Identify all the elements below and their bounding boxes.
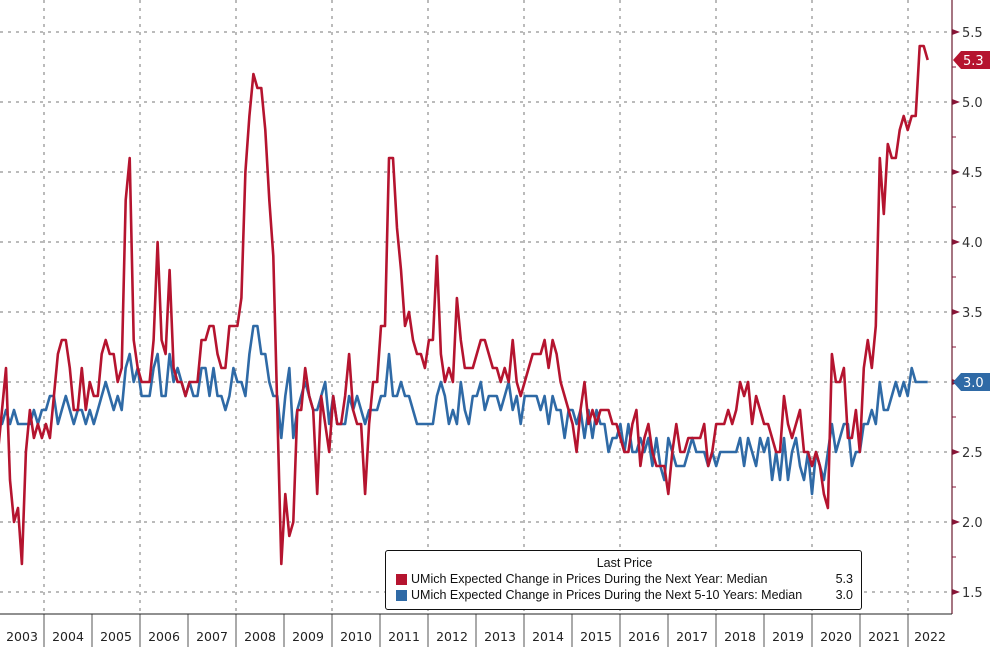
x-tick-label: 2018 bbox=[724, 629, 756, 644]
x-tick-label: 2021 bbox=[868, 629, 900, 644]
series-line-next-year bbox=[0, 44, 929, 566]
legend: Last Price UMich Expected Change in Pric… bbox=[385, 550, 862, 610]
x-tick-label: 2004 bbox=[52, 629, 84, 644]
gridlines bbox=[0, 0, 952, 614]
series-lines bbox=[0, 44, 929, 566]
x-tick-label: 2003 bbox=[6, 629, 38, 644]
x-tick-label: 2012 bbox=[436, 629, 468, 644]
y-tick-major bbox=[952, 29, 960, 35]
x-tick-label: 2014 bbox=[532, 629, 564, 644]
x-tick-label: 2020 bbox=[820, 629, 852, 644]
x-tick-label: 2005 bbox=[100, 629, 132, 644]
y-tick-label: 5.5 bbox=[962, 26, 983, 41]
y-tick-major bbox=[952, 309, 960, 315]
x-tick-label: 2008 bbox=[244, 629, 276, 644]
legend-label: UMich Expected Change in Prices During t… bbox=[411, 572, 768, 586]
y-tick-major bbox=[952, 169, 960, 175]
y-tick-label: 1.5 bbox=[962, 586, 983, 601]
last-value-badge-red bbox=[953, 51, 990, 69]
y-axis: 1.5 2.0 2.5 3.5 4.0 4.5 5.0 5.5 bbox=[951, 0, 983, 614]
y-tick-label: 2.0 bbox=[962, 516, 983, 531]
y-tick-major bbox=[952, 99, 960, 105]
x-tick-label: 2015 bbox=[580, 629, 612, 644]
legend-swatch-red bbox=[396, 573, 407, 585]
x-tick-label: 2010 bbox=[340, 629, 372, 644]
legend-value: 5.3 bbox=[835, 572, 853, 586]
x-tick-label: 2006 bbox=[148, 629, 180, 644]
legend-item-5-10-years: UMich Expected Change in Prices During t… bbox=[396, 587, 853, 603]
legend-value: 3.0 bbox=[835, 588, 853, 602]
y-tick-label: 4.0 bbox=[962, 236, 983, 251]
x-tick-label: 2011 bbox=[388, 629, 420, 644]
last-value-label: 5.3 bbox=[963, 54, 984, 69]
y-tick-major bbox=[952, 449, 960, 455]
x-tick-label: 2016 bbox=[628, 629, 660, 644]
x-axis: 2003 2004 2005 2006 2007 2008 2009 2010 2011 2012… bbox=[0, 613, 952, 647]
y-tick-major bbox=[952, 519, 960, 525]
x-tick-label: 2009 bbox=[292, 629, 324, 644]
y-tick-label: 5.0 bbox=[962, 96, 983, 111]
y-tick-major bbox=[952, 239, 960, 245]
last-value-badge-blue bbox=[953, 373, 990, 391]
y-tick-label: 3.5 bbox=[962, 306, 983, 321]
x-tick-label: 2013 bbox=[484, 629, 516, 644]
x-tick-label: 2017 bbox=[676, 629, 708, 644]
last-value-label: 3.0 bbox=[963, 376, 984, 391]
last-value-badges: 5.3 3.0 bbox=[953, 51, 990, 391]
y-tick-label: 2.5 bbox=[962, 446, 983, 461]
legend-item-next-year: UMich Expected Change in Prices During t… bbox=[396, 571, 853, 587]
y-tick-label: 4.5 bbox=[962, 166, 983, 181]
legend-swatch-blue bbox=[396, 589, 407, 601]
x-tick-label: 2019 bbox=[772, 629, 804, 644]
legend-title: Last Price bbox=[596, 556, 653, 570]
y-tick-major bbox=[952, 589, 960, 595]
x-tick-label: 2007 bbox=[196, 629, 228, 644]
series-line-5-10-years bbox=[0, 324, 928, 496]
x-tick-label: 2022 bbox=[914, 629, 946, 644]
legend-label: UMich Expected Change in Prices During t… bbox=[411, 588, 803, 602]
